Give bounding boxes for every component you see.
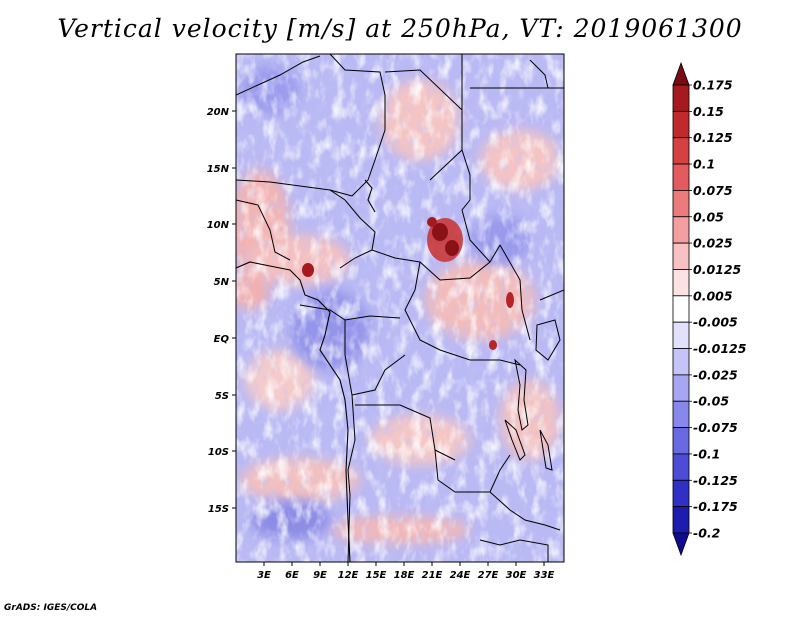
lon-tick-label: 6E (285, 570, 299, 581)
colorbar-segment (672, 269, 690, 297)
colorbar-segment (672, 479, 690, 508)
colorbar-segment (672, 242, 690, 270)
colorbar-segment (672, 84, 690, 112)
colorbar-segment (672, 321, 690, 349)
footer-credit: GrADS: IGES/COLA (4, 603, 98, 613)
colorbar-segment (672, 163, 690, 191)
colorbar-label: 0.005 (693, 288, 733, 303)
lon-axis: 3E 6E 9E 12E 15E 18E 21E 24E 27E 30E 33E (257, 562, 555, 581)
colorbar-label: 0.025 (693, 236, 733, 251)
colorbar-segment (672, 374, 690, 402)
colorbar-top-arrow (672, 61, 690, 86)
colorbar-segment (672, 506, 690, 534)
lat-tick-label: 15S (208, 504, 229, 515)
colorbar-label: 0.15 (693, 104, 724, 119)
lon-tick-label: 24E (450, 570, 471, 581)
colorbar-label: 0.0125 (693, 262, 742, 277)
map-frame (235, 53, 565, 563)
colorbar-label: -0.1 (693, 446, 720, 461)
ascent-great-lakes (489, 292, 514, 350)
colorbar-label: 0.075 (693, 183, 733, 198)
colorbar-segment (672, 190, 690, 218)
coastline (236, 179, 376, 562)
lon-tick-label: 15E (366, 570, 387, 581)
ascent-cameroon (302, 263, 314, 277)
colorbar-label: -0.175 (693, 499, 738, 514)
colorbar-segment (672, 348, 690, 376)
lat-tick-label: 15N (207, 164, 230, 175)
lat-tick-label: EQ (214, 334, 230, 345)
colorbar-label: -0.075 (693, 420, 738, 435)
colorbar-label: -0.125 (693, 473, 738, 488)
colorbar-label: 0.175 (693, 78, 733, 93)
lat-axis: 20N 15N 10N 5N EQ 5S 10S 15S (207, 107, 236, 515)
colorbar-segment (672, 295, 690, 323)
colorbar-segment (672, 110, 690, 139)
lon-tick-label: 18E (394, 570, 415, 581)
colorbar-label: -0.025 (693, 367, 738, 382)
lakes (504, 319, 561, 471)
lon-tick-label: 33E (534, 570, 555, 581)
colorbar-segment (672, 400, 690, 428)
lat-tick-label: 10N (207, 220, 230, 231)
colorbar-label: 0.05 (693, 209, 724, 224)
colorbar-bottom-arrow (672, 532, 690, 557)
lon-tick-label: 9E (313, 570, 327, 581)
lon-tick-label: 21E (422, 570, 443, 581)
colorbar-label: -0.005 (693, 315, 738, 330)
colorbar-label: 0.1 (693, 157, 715, 172)
map-title: Vertical velocity [m/s] at 250hPa, VT: 2… (57, 14, 743, 43)
colorbar-label: -0.0125 (693, 341, 747, 356)
colorbar: 0.175 0.15 0.125 0.1 0.075 0.05 0.025 0.0125 0.0… (672, 61, 747, 557)
lon-tick-label: 30E (506, 570, 527, 581)
vertical-velocity-field (236, 54, 564, 562)
strong-ascent-south-sudan (427, 217, 463, 262)
lon-tick-label: 12E (338, 570, 359, 581)
country-borders (236, 54, 564, 562)
lat-tick-label: 10S (208, 447, 229, 458)
colorbar-segment (672, 216, 690, 244)
lon-tick-label: 3E (257, 570, 271, 581)
colorbar-label: 0.125 (693, 130, 733, 145)
colorbar-segment (672, 453, 690, 481)
colorbar-label: -0.05 (693, 394, 729, 409)
colorbar-label: -0.2 (693, 526, 720, 541)
lat-tick-label: 20N (207, 107, 230, 118)
colorbar-segment (672, 427, 690, 455)
lat-tick-label: 5N (214, 277, 230, 288)
colorbar-segment (672, 137, 690, 165)
lat-tick-label: 5S (215, 391, 229, 402)
lon-tick-label: 27E (478, 570, 499, 581)
